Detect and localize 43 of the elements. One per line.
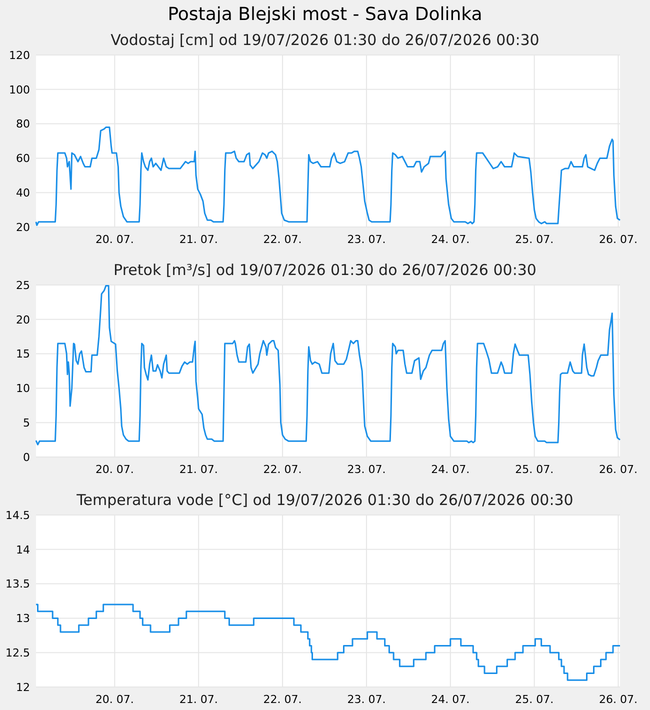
y-tick-label: 0	[23, 450, 30, 464]
y-tick-label: 120	[9, 48, 30, 62]
y-tick-label: 80	[16, 118, 30, 131]
x-tick-label: 24. 07.	[431, 693, 470, 706]
x-tick-label: 26. 07.	[599, 233, 638, 246]
x-tick-label: 20. 07.	[95, 233, 134, 246]
x-tick-label: 26. 07.	[599, 693, 638, 706]
y-tick-label: 100	[9, 83, 30, 96]
y-tick-label: 60	[16, 152, 30, 166]
chart-title: Postaja Blejski most - Sava Dolinka	[168, 4, 482, 25]
chart-subtitle: Vodostaj [cm] od 19/07/2026 01:30 do 26/07/2026 00:30	[110, 31, 540, 49]
y-tick-label: 10	[16, 382, 30, 396]
x-tick-label: 22. 07.	[263, 693, 302, 706]
y-tick-label: 13	[16, 612, 30, 626]
y-tick-label: 5	[23, 416, 30, 430]
x-tick-label: 25. 07.	[515, 463, 554, 476]
y-tick-label: 14	[16, 543, 30, 556]
chart-title: Temperatura vode [°C] od 19/07/2026 01:30 do 26/07/2026 00:30	[76, 491, 574, 509]
y-tick-label: 20	[16, 220, 30, 234]
y-tick-label: 40	[16, 186, 30, 200]
x-tick-label: 22. 07.	[263, 233, 302, 246]
x-tick-label: 24. 07.	[431, 463, 470, 476]
x-tick-label: 23. 07.	[347, 693, 386, 706]
x-tick-label: 22. 07.	[263, 463, 302, 476]
y-tick-label: 15	[16, 348, 30, 361]
x-tick-label: 25. 07.	[515, 233, 554, 246]
x-tick-label: 23. 07.	[347, 233, 386, 246]
x-tick-label: 20. 07.	[95, 463, 134, 476]
y-tick-label: 12	[16, 680, 30, 694]
x-tick-label: 20. 07.	[95, 693, 134, 706]
x-tick-label: 24. 07.	[431, 233, 470, 246]
x-tick-label: 21. 07.	[179, 233, 218, 246]
y-tick-label: 14.5	[6, 508, 30, 522]
y-tick-label: 13.5	[6, 578, 30, 591]
x-tick-label: 26. 07.	[599, 463, 638, 476]
x-tick-label: 21. 07.	[179, 693, 218, 706]
chart-title: Pretok [m³/s] od 19/07/2026 01:30 do 26/07/2026 00:30	[114, 261, 536, 279]
x-tick-label: 21. 07.	[179, 463, 218, 476]
y-tick-label: 20	[16, 313, 30, 326]
y-tick-label: 25	[16, 278, 30, 292]
x-tick-label: 25. 07.	[515, 693, 554, 706]
y-tick-label: 12.5	[6, 646, 30, 660]
x-tick-label: 23. 07.	[347, 463, 386, 476]
